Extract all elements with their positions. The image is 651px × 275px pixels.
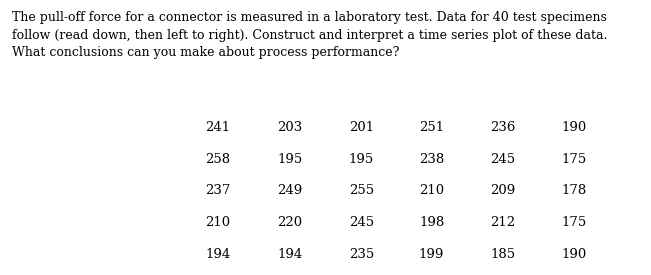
Text: 195: 195 [349,153,374,166]
Text: 212: 212 [490,216,515,229]
Text: 255: 255 [349,184,374,197]
Text: 199: 199 [419,248,444,260]
Text: 175: 175 [562,216,587,229]
Text: 220: 220 [277,216,302,229]
Text: 210: 210 [419,184,444,197]
Text: 249: 249 [277,184,302,197]
Text: 175: 175 [562,153,587,166]
Text: 178: 178 [562,184,587,197]
Text: 194: 194 [277,248,302,260]
Text: 237: 237 [206,184,230,197]
Text: 201: 201 [349,121,374,134]
Text: 198: 198 [419,216,444,229]
Text: 238: 238 [419,153,444,166]
Text: 210: 210 [206,216,230,229]
Text: 190: 190 [562,121,587,134]
Text: 209: 209 [490,184,515,197]
Text: 251: 251 [419,121,444,134]
Text: 245: 245 [490,153,515,166]
Text: 236: 236 [490,121,515,134]
Text: 194: 194 [206,248,230,260]
Text: 245: 245 [349,216,374,229]
Text: 185: 185 [490,248,515,260]
Text: 235: 235 [349,248,374,260]
Text: 203: 203 [277,121,302,134]
Text: The pull-off force for a connector is measured in a laboratory test. Data for 40: The pull-off force for a connector is me… [12,11,607,59]
Text: 190: 190 [562,248,587,260]
Text: 258: 258 [206,153,230,166]
Text: 195: 195 [277,153,302,166]
Text: 241: 241 [206,121,230,134]
